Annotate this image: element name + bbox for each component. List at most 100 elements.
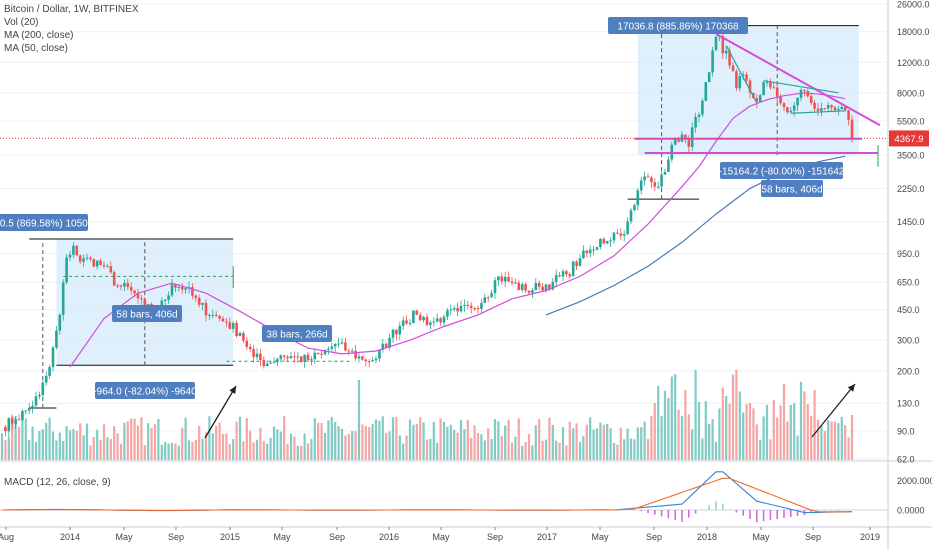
candle (361, 356, 364, 360)
candle (612, 232, 616, 241)
price-tick-label: 18000.0 (897, 27, 930, 37)
volume-bar (398, 435, 401, 460)
symbol-title[interactable]: Bitcoin / Dollar, 1W, BITFINEX (4, 4, 139, 15)
candle (10, 418, 14, 424)
price-tick-label: 2250.0 (897, 184, 925, 194)
candle (656, 186, 660, 188)
macd-histogram-bar (837, 510, 840, 511)
volume-bar (459, 419, 463, 460)
candle (95, 260, 99, 267)
volume-bar (249, 430, 252, 460)
candle (650, 177, 653, 183)
annotation-badge: 58 bars, 406d (761, 180, 823, 197)
volume-bar (844, 425, 847, 460)
volume-bar (663, 390, 667, 460)
volume-bar (748, 402, 752, 460)
candle (486, 297, 490, 299)
legend-macd[interactable]: MACD (12, 26, close, 9) (4, 477, 111, 488)
macd-histogram-bar (749, 510, 751, 519)
candle (102, 264, 106, 267)
candle (92, 259, 96, 267)
candle (724, 50, 728, 54)
candle (21, 410, 24, 421)
volume-bar (453, 429, 456, 460)
volume-bar (266, 443, 269, 460)
candle (517, 282, 521, 291)
volume-bar (612, 442, 616, 460)
volume-bar (704, 401, 707, 460)
annotation-label: -15164.2 (-80.00%) -151642 (719, 167, 845, 178)
candle (762, 82, 765, 96)
candle (293, 356, 296, 358)
volume-bar (422, 422, 425, 460)
volume-bar (752, 408, 755, 460)
volume-bar (687, 414, 690, 460)
volume-bar (779, 405, 782, 460)
candle (68, 254, 72, 258)
candle (629, 210, 633, 222)
volume-bar (725, 396, 728, 460)
candle (316, 352, 320, 354)
candle (520, 284, 524, 291)
legend-ma200[interactable]: MA (200, close) (4, 30, 74, 41)
candle (847, 110, 850, 120)
candle (242, 333, 245, 341)
volume-bar (742, 412, 745, 460)
legend-ma50[interactable]: MA (50, close) (4, 43, 68, 54)
volume-bar (48, 417, 51, 460)
volume-bar (446, 426, 449, 460)
macd-pane: 2000.0000 0.0000 (0, 471, 932, 523)
candle (490, 293, 493, 298)
volume-bar (130, 418, 133, 460)
candle (850, 119, 854, 139)
candle (89, 257, 92, 260)
legend-vol[interactable]: Vol (20) (4, 17, 39, 28)
volume-bar (24, 418, 27, 460)
volume-bar (279, 431, 282, 460)
macd-histogram-bar (783, 510, 785, 519)
volume-bar (548, 417, 551, 460)
candle (34, 396, 38, 406)
volume-bar (136, 425, 140, 460)
candle (228, 322, 232, 329)
volume-bar (521, 445, 524, 460)
macd-histogram-bar (640, 510, 642, 512)
candle (432, 321, 436, 323)
candle (609, 240, 612, 242)
volume-bar (327, 420, 330, 460)
volume-bar (640, 427, 643, 460)
candle (548, 284, 551, 290)
volume-bar (293, 436, 296, 460)
candle (684, 134, 687, 139)
volume-bar (759, 439, 762, 460)
arrow-2015 (204, 385, 237, 439)
candle (605, 240, 609, 244)
candle (840, 106, 844, 110)
candle (582, 250, 585, 259)
candle (480, 303, 483, 309)
volume-bar (218, 422, 221, 460)
candle (694, 117, 697, 128)
candle (622, 234, 626, 236)
candle (41, 382, 45, 395)
volume-bar (174, 443, 177, 460)
time-tick-label: Sep (168, 532, 184, 542)
macd-histogram-bar (654, 510, 656, 515)
volume-bar (667, 397, 670, 460)
volume-bar (670, 376, 673, 460)
macd-histogram-bar (701, 509, 704, 510)
volume-bar (439, 418, 442, 460)
candle (378, 349, 381, 359)
volume-bar (198, 425, 201, 460)
annotation-badge: 050.5 (869.58%) 10505 (0, 214, 94, 231)
candle (748, 80, 752, 93)
candle (214, 314, 218, 317)
annotation-badge: -964.0 (-82.04%) -9640 (93, 382, 197, 399)
volume-bar (228, 444, 231, 460)
candle (463, 304, 466, 307)
candle (167, 295, 170, 300)
candle (201, 302, 204, 305)
volume-bar (762, 416, 765, 460)
